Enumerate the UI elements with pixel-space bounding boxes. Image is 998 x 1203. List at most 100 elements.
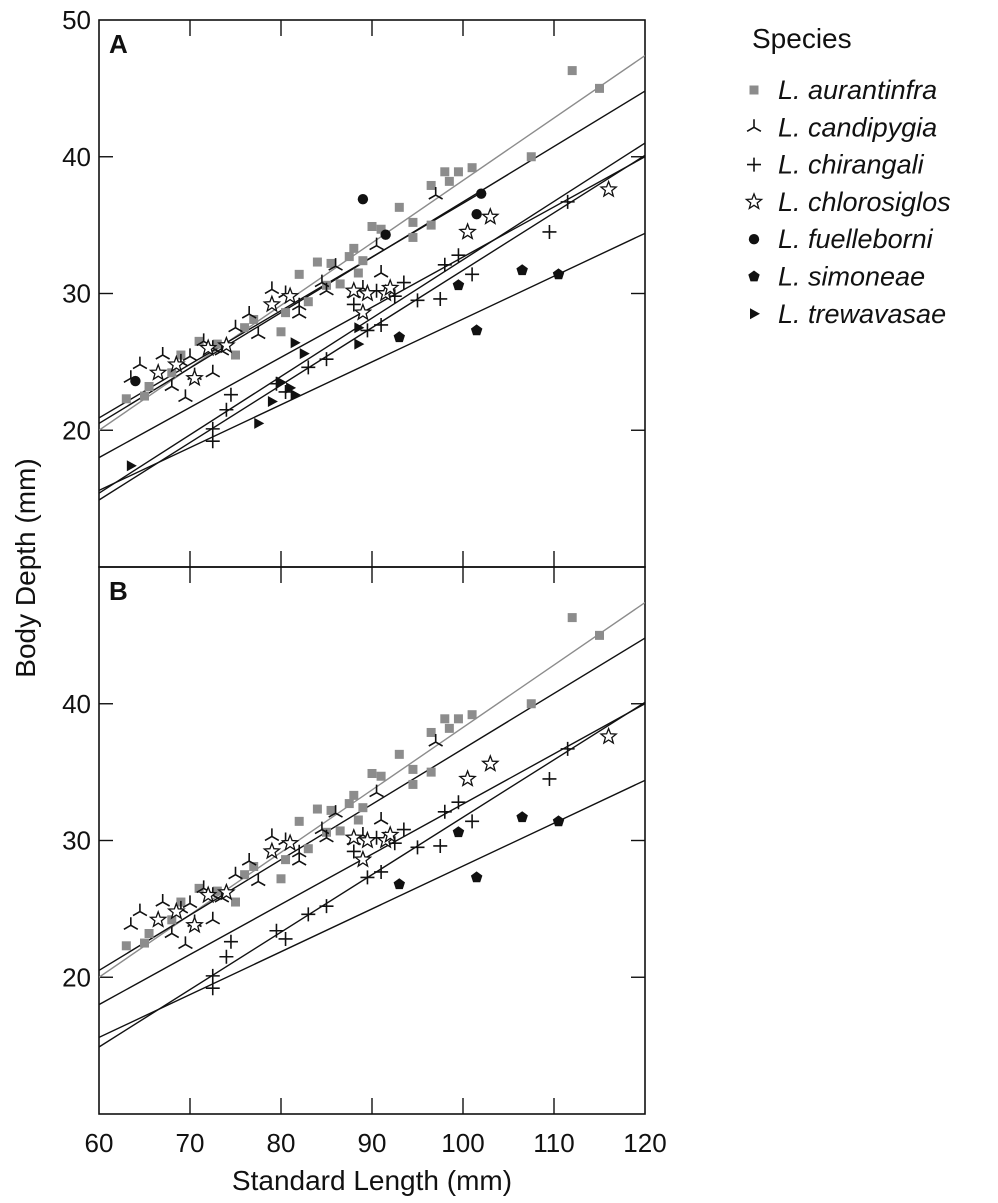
data-point (428, 734, 443, 747)
legend-item: L. chlorosiglos (744, 187, 951, 217)
data-point (121, 394, 131, 404)
data-point (380, 278, 400, 296)
data-point (219, 949, 234, 964)
regression-line (99, 142, 645, 494)
data-point (433, 291, 448, 306)
regression-line (99, 779, 645, 1039)
data-point (335, 279, 345, 289)
data-point (231, 350, 240, 360)
data-point (426, 727, 436, 737)
data-point (335, 826, 345, 836)
data-point (269, 923, 284, 938)
data-point (560, 194, 575, 209)
data-point (426, 180, 436, 190)
data-point (231, 897, 240, 907)
data-point (278, 384, 293, 399)
data-point (367, 768, 377, 778)
data-point (267, 396, 278, 408)
data-point (291, 306, 307, 319)
data-point (249, 861, 259, 871)
data-point (319, 899, 334, 914)
data-point (471, 208, 482, 220)
data-point (344, 827, 364, 846)
data-point (291, 297, 307, 311)
data-point (286, 382, 297, 394)
data-point (358, 803, 368, 813)
data-point (410, 840, 425, 855)
legend-label: L. candipygia (778, 112, 937, 142)
y-tick-label: 20 (62, 415, 91, 445)
data-point (408, 217, 418, 227)
data-point (326, 805, 336, 815)
data-point (373, 812, 389, 825)
legend-items: L. aurantinfra L. candipygia L. chirangali… (744, 75, 951, 329)
data-point (374, 864, 389, 879)
data-point (476, 188, 487, 199)
data-point (353, 849, 373, 868)
data-point (354, 322, 365, 334)
legend-item: L. trewavasae (750, 299, 946, 329)
legend-label: L. simoneae (778, 262, 925, 292)
data-point (328, 258, 343, 271)
data-point (205, 421, 220, 436)
data-point (344, 252, 354, 262)
data-point (262, 294, 282, 313)
legend-marker (744, 192, 764, 210)
regression-line (99, 701, 645, 1048)
data-point (542, 771, 557, 786)
data-point (303, 297, 313, 307)
data-point (223, 934, 238, 949)
data-point (437, 257, 452, 272)
panels: 20 30 40 50 A 20 30 40 B 60 70 80 90 100 110 120 (62, 5, 667, 1158)
data-point (130, 375, 141, 387)
data-point (155, 347, 170, 360)
data-point (595, 630, 604, 640)
y-tick-label: 20 (62, 962, 91, 992)
data-point (319, 282, 334, 296)
data-point (264, 828, 280, 842)
data-point (277, 376, 287, 388)
data-point (465, 814, 480, 829)
data-point (440, 167, 450, 177)
data-point (164, 925, 180, 939)
data-point (121, 941, 131, 951)
data-point (353, 302, 373, 321)
data-point (354, 338, 365, 350)
data-point (185, 915, 204, 934)
data-point (290, 389, 301, 401)
data-point (552, 815, 565, 827)
data-point (281, 855, 291, 865)
data-point (408, 779, 418, 789)
legend-marker (747, 157, 761, 172)
data-point (560, 741, 575, 756)
y-tick-label: 40 (62, 689, 91, 719)
data-point (205, 911, 221, 925)
data-point (178, 936, 193, 950)
data-point (451, 795, 466, 810)
data-point (185, 368, 204, 387)
legend-item: L. chirangali (747, 150, 925, 180)
data-point (444, 723, 454, 733)
legend-item: L. candipygia (746, 112, 937, 142)
legend-item: L. fuelleborni (748, 224, 934, 254)
data-point (346, 844, 361, 859)
legend-marker (749, 85, 759, 95)
regression-line (99, 193, 480, 419)
data-point (357, 193, 369, 205)
data-point (516, 264, 528, 276)
data-point (276, 874, 286, 884)
legend-item: L. aurantinfra (749, 75, 937, 105)
data-point (552, 268, 565, 280)
data-point (467, 163, 477, 173)
data-point (526, 152, 536, 162)
data-point (369, 237, 384, 251)
data-point (198, 338, 218, 357)
data-point (314, 274, 330, 288)
data-point (393, 878, 405, 890)
data-point (437, 804, 452, 819)
data-point (480, 754, 500, 772)
x-tick-label: 80 (267, 1128, 296, 1158)
data-point (223, 387, 238, 402)
data-point (264, 281, 280, 295)
legend: Species L. aurantinfra L. candipygia L. ch… (744, 23, 951, 329)
